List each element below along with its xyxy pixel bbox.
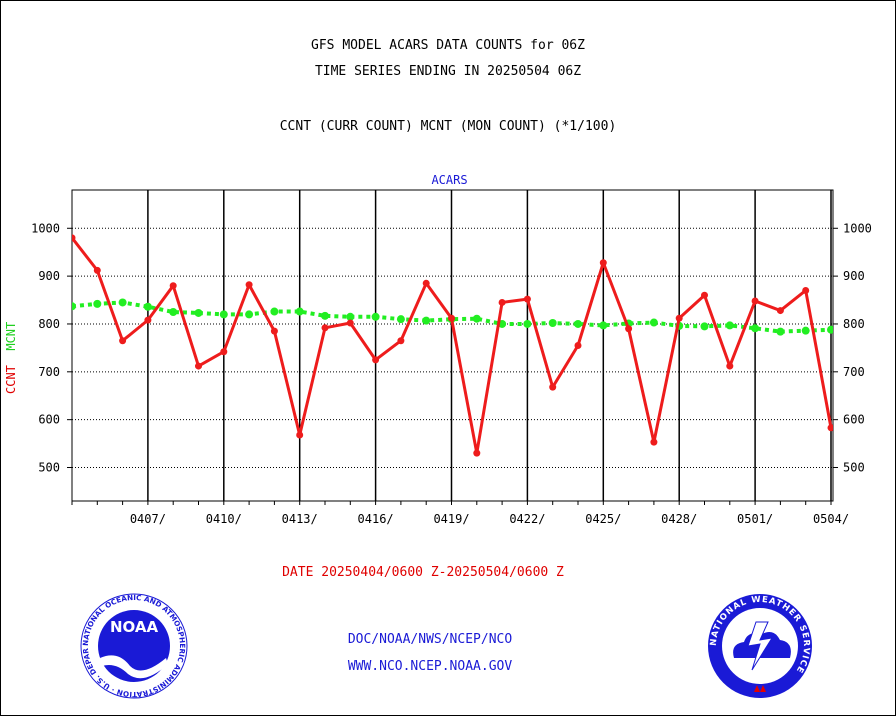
x-tick-label: 0504/ (813, 512, 849, 526)
panel-title: ACARS (431, 173, 467, 187)
mcnt-point (751, 324, 760, 333)
mcnt-point (346, 312, 355, 321)
mcnt-point (472, 314, 481, 323)
mcnt-point (599, 321, 608, 330)
nws-logo: NATIONAL WEATHER SERVICE (708, 594, 812, 698)
mcnt-point (649, 318, 658, 327)
mcnt-point (169, 308, 178, 317)
ccnt-point (751, 297, 759, 305)
x-tick-label: 0428/ (661, 512, 697, 526)
x-tick-label: 0422/ (509, 512, 545, 526)
y-tick-label-left: 900 (38, 269, 60, 283)
x-tick-label: 0425/ (585, 512, 621, 526)
ccnt-point (372, 356, 380, 364)
mcnt-point (548, 319, 557, 328)
ccnt-point (473, 449, 481, 457)
noaa-logo: NATIONAL OCEANIC AND ATMOSPHERIC ADMINIS… (78, 592, 188, 699)
ccnt-point (422, 279, 430, 287)
ccnt-point (195, 362, 202, 370)
mcnt-point (801, 326, 810, 335)
mcnt-point (245, 310, 254, 319)
mcnt-point (700, 322, 709, 331)
y-tick-label-right: 800 (843, 317, 865, 331)
ccnt-point (549, 383, 557, 391)
y-tick-label-left: 1000 (31, 221, 60, 235)
date-range-label: DATE 20250404/0600 Z-20250504/0600 Z (282, 565, 564, 580)
x-tick-label: 0410/ (206, 512, 242, 526)
y-tick-label-left: 500 (38, 461, 60, 475)
ccnt-point (675, 314, 683, 322)
ccnt-point (245, 281, 253, 289)
mcnt-point (523, 319, 532, 328)
ccnt-point (321, 324, 329, 332)
x-tick-label: 0416/ (358, 512, 394, 526)
mcnt-point (295, 307, 304, 316)
x-tick-label: 0501/ (737, 512, 773, 526)
x-tick-label: 0413/ (282, 512, 318, 526)
acars-line-chart: 500 500 600 600 700 700 800 800 900 900 1000 1000 04… (31, 173, 872, 526)
ccnt-point (296, 431, 304, 439)
chart-title-line2: TIME SERIES ENDING IN 20250504 06Z (314, 64, 582, 79)
ccnt-point (650, 438, 658, 446)
ccnt-point (220, 348, 228, 356)
mcnt-point (72, 302, 76, 311)
y-axis-label: CCNT MCNT (4, 322, 18, 394)
y-tick-label-right: 1000 (843, 221, 872, 235)
ccnt-point (169, 282, 177, 290)
ccnt-point (523, 295, 531, 303)
y-tick-label-left: 700 (38, 365, 60, 379)
nco-website-link[interactable]: WWW.NCO.NCEP.NOAA.GOV (347, 659, 513, 674)
mcnt-point (422, 316, 431, 325)
noaa-logo-text: NOAA (110, 618, 159, 636)
mcnt-point (219, 310, 228, 319)
y-tick-label-right: 700 (843, 365, 865, 379)
mcnt-point (321, 311, 329, 320)
mcnt-point (270, 307, 279, 316)
ccnt-point (498, 298, 506, 306)
mcnt-point (776, 327, 785, 336)
ccnt-point (776, 307, 784, 315)
mcnt-point (194, 308, 203, 317)
chart-title-line1: GFS MODEL ACARS DATA COUNTS for 06Z (311, 38, 585, 53)
ccnt-point (701, 291, 708, 299)
mcnt-point (118, 298, 127, 307)
x-tick-label: 0407/ (130, 512, 166, 526)
mcnt-point (371, 312, 380, 321)
mcnt-point (143, 302, 152, 311)
ccnt-point (802, 286, 810, 294)
chart-title-line3: CCNT (CURR COUNT) MCNT (MON COUNT) (*1/1… (279, 119, 617, 134)
ccnt-point (397, 337, 405, 345)
ccnt-point (270, 327, 278, 335)
y-tick-label-left: 800 (38, 317, 60, 331)
y-axis-label-ccnt: CCNT (4, 365, 18, 394)
ccnt-point (144, 316, 152, 324)
mcnt-point (396, 315, 405, 324)
mcnt-point (725, 321, 734, 330)
ccnt-point (726, 362, 734, 370)
mcnt-point (574, 319, 582, 328)
mcnt-point (827, 325, 833, 334)
y-tick-label-right: 600 (843, 413, 865, 427)
ccnt-point (93, 266, 101, 274)
ccnt-point (625, 325, 633, 333)
y-axis-label-mcnt: MCNT (4, 321, 18, 351)
ccnt-point (72, 234, 76, 242)
ccnt-point (574, 342, 582, 349)
mcnt-point (93, 299, 102, 308)
y-tick-label-right: 900 (843, 269, 865, 283)
ccnt-point (448, 314, 455, 322)
ccnt-point (346, 319, 354, 327)
doc-noaa-link[interactable]: DOC/NOAA/NWS/NCEP/NCO (347, 632, 513, 647)
plot-area (71, 189, 834, 502)
y-tick-label-right: 500 (843, 461, 865, 475)
x-tick-label: 0419/ (433, 512, 469, 526)
ccnt-point (827, 424, 833, 432)
y-tick-label-left: 600 (38, 413, 60, 427)
ccnt-point (119, 337, 127, 345)
ccnt-point (599, 259, 607, 267)
